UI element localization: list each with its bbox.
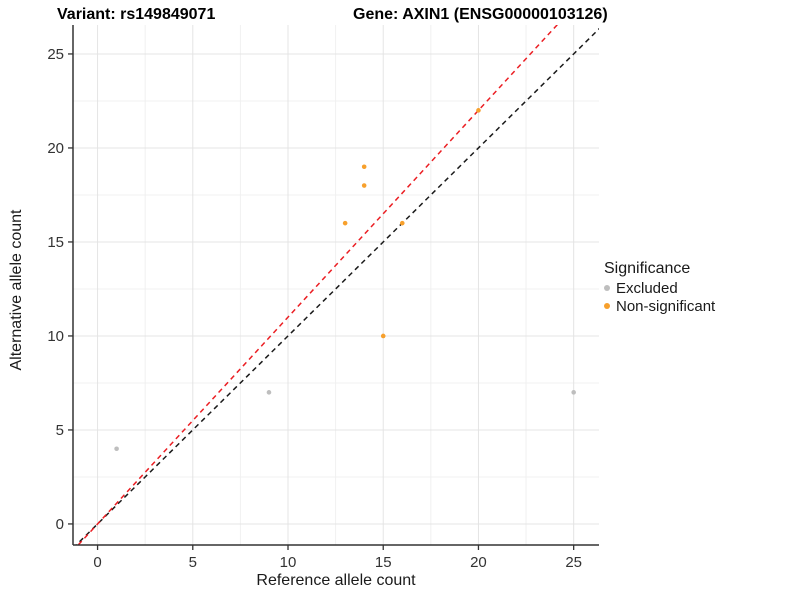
x-tick-label: 0: [93, 554, 101, 571]
legend-dot-icon: [604, 303, 610, 309]
x-tick-label: 25: [565, 554, 582, 571]
legend-dot-icon: [604, 285, 610, 291]
legend-title: Significance: [604, 260, 691, 277]
data-point-excluded: [571, 390, 576, 395]
x-axis-title: Reference allele count: [256, 572, 416, 589]
legend-items: Excluded Non-significant: [604, 279, 715, 315]
y-tick-label: 10: [47, 328, 64, 345]
y-tick-label: 5: [56, 422, 64, 439]
legend: Significance Excluded Non-significant: [604, 260, 715, 315]
data-point-non-significant: [380, 333, 386, 339]
y-tick-label: 15: [47, 234, 64, 251]
alt-ref-ratio-line: [77, 25, 559, 545]
data-point-non-significant: [476, 108, 481, 113]
x-tick-label: 15: [375, 554, 392, 571]
x-tick-label: 5: [189, 554, 197, 571]
legend-item-non-significant: Non-significant: [604, 297, 715, 315]
y-axis-title: Alternative allele count: [8, 209, 25, 371]
y-tick-label: 20: [47, 140, 64, 157]
y-tick-label: 25: [47, 46, 64, 63]
data-point-non-significant: [361, 183, 367, 188]
data-point-excluded: [114, 446, 119, 452]
y-tick-label: 0: [56, 516, 64, 533]
data-point-excluded: [266, 390, 272, 395]
legend-item-label: Excluded: [616, 279, 678, 297]
data-point-non-significant: [342, 220, 348, 226]
legend-item-label: Non-significant: [616, 297, 716, 315]
x-tick-label: 10: [280, 554, 297, 571]
gene-title: Gene: AXIN1 (ENSG00000103126): [353, 6, 608, 23]
variant-title: Variant: rs149849071: [57, 6, 216, 23]
x-tick-label: 20: [470, 554, 487, 571]
legend-item-excluded: Excluded: [604, 279, 715, 297]
identity-line: [75, 27, 599, 545]
data-point-non-significant: [361, 164, 367, 170]
data-point-non-significant: [399, 220, 405, 226]
